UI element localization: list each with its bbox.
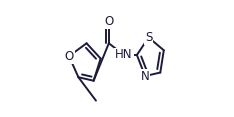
Text: O: O	[104, 15, 113, 28]
Text: S: S	[145, 31, 152, 44]
Text: N: N	[141, 69, 150, 83]
Text: O: O	[64, 50, 74, 63]
Text: HN: HN	[115, 48, 133, 62]
